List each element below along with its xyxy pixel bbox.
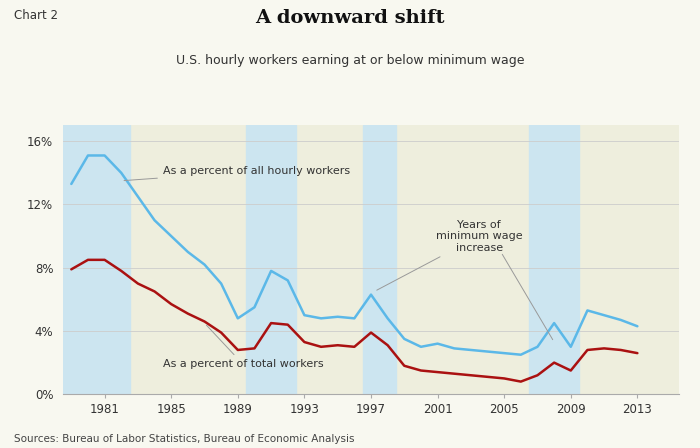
Bar [246,125,296,394]
Text: Years of
minimum wage
increase: Years of minimum wage increase [377,220,522,290]
Bar [63,125,130,394]
Text: Sources: Bureau of Labor Statistics, Bureau of Economic Analysis: Sources: Bureau of Labor Statistics, Bur… [14,434,354,444]
Text: As a percent of all hourly workers: As a percent of all hourly workers [124,166,350,181]
Text: A downward shift: A downward shift [256,9,444,27]
Text: Chart 2: Chart 2 [14,9,58,22]
Text: As a percent of total workers: As a percent of total workers [163,325,323,370]
Text: U.S. hourly workers earning at or below minimum wage: U.S. hourly workers earning at or below … [176,54,524,67]
Bar [363,125,396,394]
Bar [529,125,579,394]
